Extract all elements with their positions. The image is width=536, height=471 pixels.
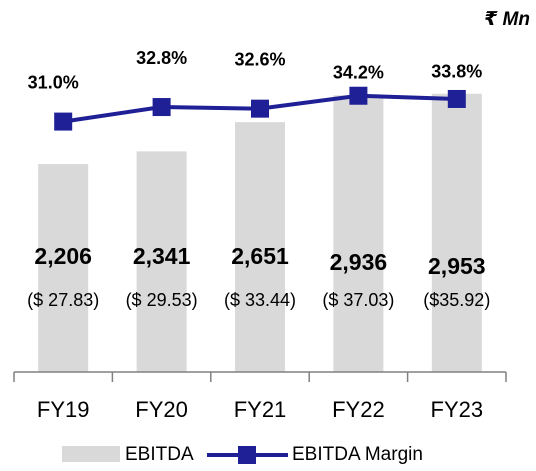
x-tick-label: FY23	[431, 397, 484, 422]
bar	[38, 164, 89, 372]
bar-value-label: 2,953	[428, 253, 486, 279]
bar	[235, 122, 285, 372]
line-value-label: 34.2%	[333, 62, 384, 82]
line-marker	[349, 86, 368, 105]
unit-label: ₹ Mn	[484, 9, 530, 30]
bar	[333, 95, 384, 372]
bar-sublabel: ($ 33.44)	[224, 290, 296, 310]
line-marker	[447, 89, 466, 108]
line-value-label: 31.0%	[28, 72, 79, 92]
legend-swatch	[62, 446, 120, 462]
bar-sublabel: ($ 29.53)	[126, 290, 198, 310]
x-tick-label: FY19	[37, 397, 90, 422]
line-marker	[251, 99, 269, 118]
bar-value-label: 2,936	[330, 249, 388, 275]
bar-sublabel: ($ 37.03)	[322, 290, 394, 310]
legend-marker	[238, 446, 256, 464]
line-marker	[152, 98, 171, 117]
line-value-label: 33.8%	[431, 62, 482, 82]
bar-value-label: 2,341	[133, 243, 191, 269]
legend-label: EBITDA	[125, 444, 194, 465]
line-value-label: 32.6%	[234, 49, 285, 69]
bar-value-label: 2,651	[231, 243, 289, 269]
legend-label: EBITDA Margin	[292, 444, 423, 465]
x-tick-label: FY20	[135, 397, 188, 422]
x-tick-label: FY22	[332, 397, 385, 422]
bar-sublabel: ($35.92)	[423, 290, 490, 310]
line-marker	[54, 112, 73, 131]
bar	[136, 151, 187, 372]
bar	[431, 93, 482, 372]
x-tick-label: FY21	[234, 397, 287, 422]
line-value-label: 32.8%	[136, 48, 187, 68]
bar-sublabel: ($ 27.83)	[27, 290, 99, 310]
bar-value-label: 2,206	[34, 243, 92, 269]
